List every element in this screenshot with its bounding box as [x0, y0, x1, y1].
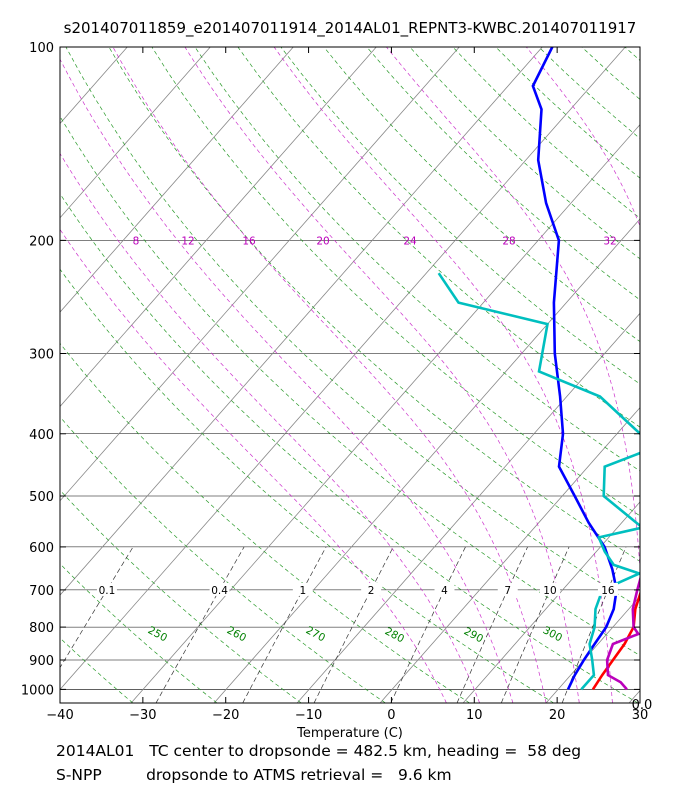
- isotherm-line: [379, 407, 640, 703]
- dry-adiabat-line: [60, 193, 639, 703]
- dry-adiabat-line: [65, 47, 640, 609]
- dry-adiabat-line: [60, 563, 218, 703]
- isotherm-line: [0, 47, 44, 703]
- mixing-ratio-label: 4: [441, 585, 448, 597]
- isotherm-line: [296, 312, 640, 703]
- dry-adiabat-line: [60, 115, 640, 656]
- moist-adiabat-label: 12: [181, 235, 194, 247]
- dry-adiabat-line: [108, 47, 640, 562]
- caption-line-1: 2014AL01 TC center to dropsonde = 482.5 …: [56, 742, 582, 760]
- isotherm-line: [60, 47, 377, 408]
- moist-adiabat-label: 8: [133, 235, 140, 247]
- series-line: [605, 575, 640, 691]
- mixing-ratio-label-bg: [497, 582, 518, 596]
- mixing-ratio-label: 0.4: [211, 585, 228, 597]
- caption-line-2: S-NPP dropsonde to ATMS retrieval = 9.6 …: [56, 766, 452, 784]
- x-tick-label: 30: [632, 708, 649, 723]
- isotherm-line: [60, 47, 211, 219]
- x-tick-label: −30: [129, 708, 156, 723]
- mixing-ratio-label: 1: [299, 585, 306, 597]
- mixing-ratio-label-bg: [292, 582, 313, 596]
- dry-adiabat-line: [60, 342, 470, 703]
- moist-adiabat-line: [112, 47, 547, 703]
- x-tick-label: −40: [46, 708, 73, 723]
- mixing-ratio-line: [313, 546, 394, 703]
- mixing-ratio-label: 7: [504, 585, 511, 597]
- x-tick-label: −10: [295, 708, 322, 723]
- moist-adiabat-line: [60, 152, 481, 703]
- series-line: [531, 47, 618, 690]
- mixing-ratio-label: 10: [543, 585, 556, 597]
- moist-adiabat-label: 24: [403, 235, 417, 247]
- x-tick-label: 10: [466, 708, 483, 723]
- y-tick-label: 900: [29, 654, 54, 669]
- x-tick-label: 0: [387, 708, 395, 723]
- dry-adiabat-line: [60, 268, 554, 703]
- moist-adiabat-label: 20: [316, 235, 329, 247]
- moist-adiabat-label: 16: [242, 235, 256, 247]
- y-tick-label: 800: [29, 621, 54, 636]
- y-tick-label: 500: [29, 490, 54, 505]
- moist-adiabat-line: [60, 228, 447, 703]
- series-line: [591, 590, 640, 691]
- mixing-ratio-line: [456, 546, 528, 703]
- x-axis-label: Temperature (C): [296, 726, 403, 741]
- moist-adiabat-line: [60, 58, 514, 703]
- x-tick-label: 20: [549, 708, 566, 723]
- dry-adiabat-line: [60, 489, 302, 703]
- mixing-ratio-label-bg: [361, 582, 382, 596]
- isotherm-line: [60, 47, 460, 502]
- mixing-ratio-label-bg: [434, 582, 455, 596]
- y-tick-label: 600: [29, 541, 54, 556]
- dry-adiabat-line: [323, 47, 640, 343]
- y-tick-label: 300: [29, 347, 54, 362]
- dry-adiabat-line: [194, 47, 640, 472]
- y-tick-label: 1000: [21, 683, 54, 698]
- y-tick-label: 400: [29, 428, 54, 443]
- mixing-ratio-label-bg: [597, 582, 618, 596]
- isotherm-line: [60, 47, 626, 691]
- series-line: [437, 272, 640, 691]
- mixing-ratio-line: [242, 546, 327, 703]
- mixing-ratio-label: 16: [601, 585, 615, 597]
- mixing-ratio-line: [390, 546, 466, 703]
- y-tick-label: 100: [29, 41, 54, 56]
- mixing-ratio-label-bg: [539, 582, 560, 596]
- mixing-ratio-label: 0.1: [99, 585, 116, 597]
- mixing-ratio-line: [561, 546, 627, 703]
- mixing-ratio-line: [500, 546, 570, 703]
- moist-adiabat-label: 28: [502, 235, 515, 247]
- mixing-ratio-label: 2: [368, 585, 375, 597]
- y-tick-label: 700: [29, 584, 54, 599]
- dry-adiabat-line: [0, 47, 49, 703]
- dry-adiabat-line: [60, 416, 386, 703]
- isotherm-line: [60, 47, 294, 313]
- y-tick-label: 200: [29, 234, 54, 249]
- x-tick-label: −20: [212, 708, 239, 723]
- isotherm-line: [60, 47, 543, 596]
- chart-title: s201407011859_e201407011914_2014AL01_REP…: [63, 19, 637, 37]
- moist-adiabat-label: 32: [603, 235, 616, 247]
- corner-label: 0.0: [632, 698, 653, 713]
- mixing-ratio-label-bg: [96, 582, 117, 596]
- moist-adiabat-line: [386, 47, 640, 575]
- mixing-ratio-label-bg: [209, 582, 230, 596]
- dry-adiabat-line: [237, 47, 640, 428]
